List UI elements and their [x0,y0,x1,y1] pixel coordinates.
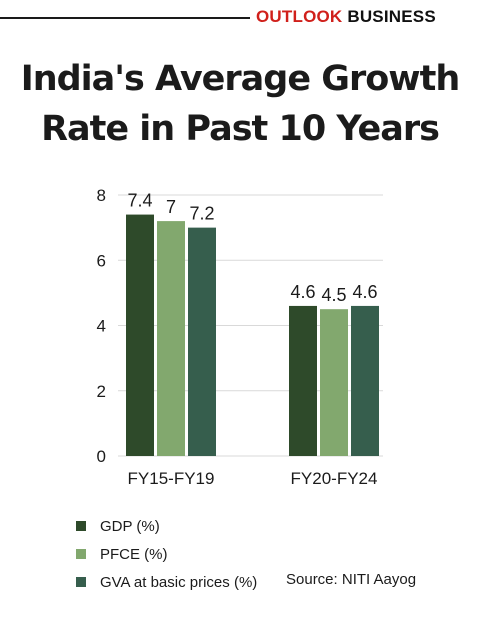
bar [126,214,154,456]
bar [320,309,348,456]
header-rule [0,17,250,19]
bar-value-label: 4.6 [352,282,377,302]
bar-value-label: 4.5 [321,285,346,305]
source-note: Source: NITI Aayog [286,571,417,588]
y-tick-label: 2 [97,382,106,401]
chart-title-line-1: India's Average Growth [20,59,461,99]
legend-item-gdp: GDP (%) [76,512,257,540]
brand-word-business: BUSINESS [347,7,436,26]
y-tick-label: 8 [97,186,106,205]
legend-item-pfce: PFCE (%) [76,540,257,568]
chart-title-line-2: Rate in Past 10 Years [41,109,440,149]
legend-swatch-gdp [76,521,86,531]
brand-word-outlook: OUTLOOK [256,7,343,26]
legend: GDP (%) PFCE (%) GVA at basic prices (%) [76,512,257,596]
bar [188,227,216,456]
bar-value-label: 7.2 [189,204,214,224]
legend-label-pfce: PFCE (%) [100,545,168,563]
bar-value-label: 7.4 [127,191,152,211]
y-tick-label: 0 [97,447,106,466]
y-tick-label: 6 [97,251,106,270]
bar-value-label: 7 [166,197,176,217]
brand-logo: OUTLOOK BUSINESS [256,7,436,27]
x-category-label: FY15-FY19 [128,469,215,488]
bar-value-label: 4.6 [290,282,315,302]
legend-label-gva: GVA at basic prices (%) [100,573,258,591]
bar-chart: 0 2 4 6 8 7.4 7 7.2 FY15-FY19 4.6 4.5 4.6 FY20-FY24 [97,186,383,488]
legend-label-gdp: GDP (%) [100,517,160,535]
y-tick-label: 4 [97,317,106,336]
chart-title: India's Average Growth Rate in Past 10 Y… [0,54,480,154]
bar [351,305,379,456]
bar [289,305,317,456]
legend-swatch-pfce [76,549,86,559]
bar [157,221,185,456]
x-category-label: FY20-FY24 [291,469,378,488]
legend-swatch-gva [76,577,86,587]
legend-item-gva: GVA at basic prices (%) [76,568,257,596]
